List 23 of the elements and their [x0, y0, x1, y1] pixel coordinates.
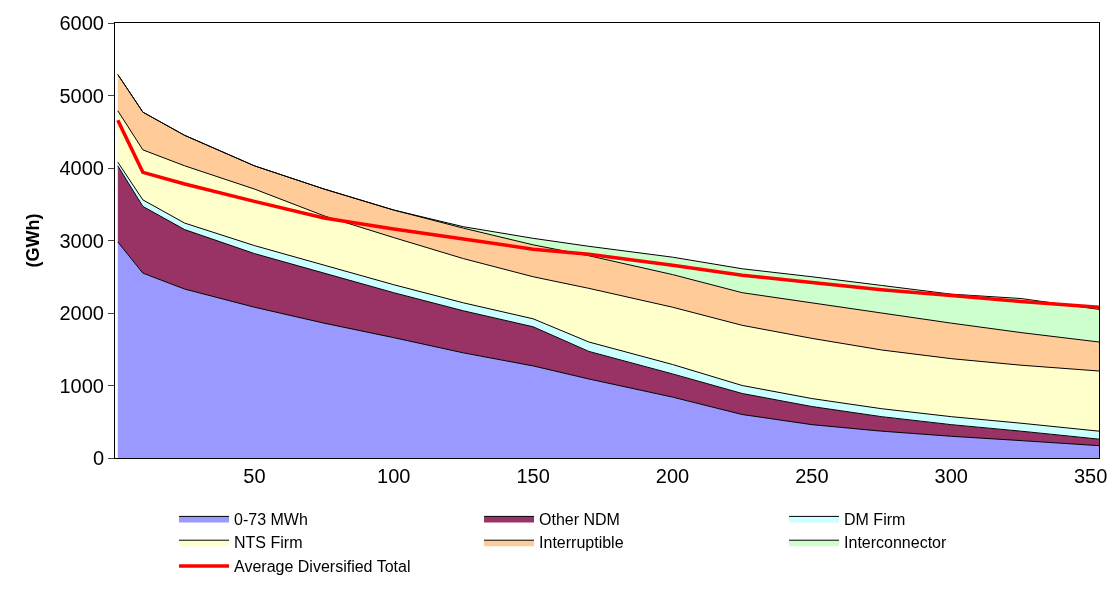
- y-tick-label: 4000: [59, 157, 104, 179]
- y-tick-label: 2000: [59, 302, 104, 324]
- x-tick-label: 50: [243, 465, 266, 487]
- y-tick-label: 5000: [59, 84, 104, 107]
- y-tick-label: 6000: [59, 12, 104, 34]
- x-tick-label: 250: [795, 465, 829, 487]
- legend-label: Other NDM: [539, 510, 620, 528]
- y-axis-title: (GWh): [22, 213, 43, 268]
- legend-label: Interconnector: [844, 534, 947, 552]
- legend-label: Interruptible: [539, 534, 624, 552]
- legend-label: NTS Firm: [234, 534, 303, 552]
- x-tick-label: 300: [934, 465, 968, 487]
- legend-label: 0-73 MWh: [234, 510, 308, 528]
- x-tick-label: 200: [655, 465, 690, 487]
- y-tick-label: 3000: [59, 229, 104, 252]
- x-tick-label: 150: [516, 465, 550, 487]
- line-series: [116, 118, 1099, 309]
- y-tick-label: 0: [92, 447, 104, 469]
- x-tick-label: 100: [377, 465, 411, 487]
- y-tick-label: 1000: [59, 374, 104, 397]
- x-tick-label: 350: [1073, 465, 1108, 487]
- legend-label: Average Diversified Total: [234, 558, 411, 576]
- legend-label: DM Firm: [844, 510, 906, 528]
